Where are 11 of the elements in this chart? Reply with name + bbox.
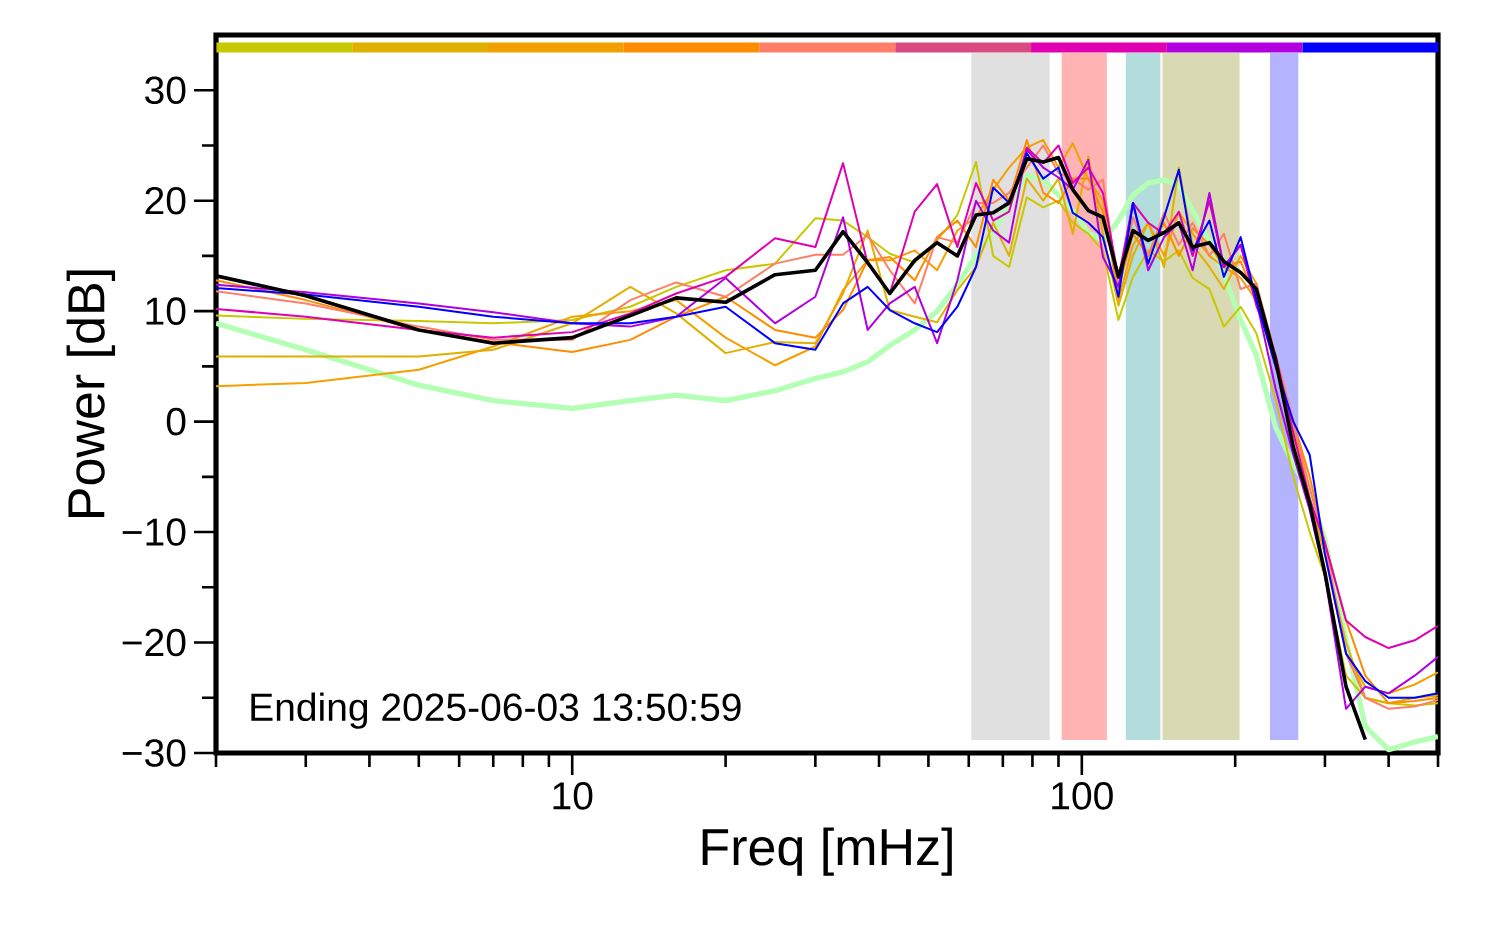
y-tick-label: −20 — [122, 628, 186, 657]
y-axis-title: Power [dB] — [66, 270, 116, 517]
y-tick-label: 20 — [145, 186, 186, 215]
y-tick-label: 10 — [146, 297, 186, 325]
x-axis-title: Freq [mHz] — [702, 827, 952, 876]
y-tick-label: 30 — [145, 76, 186, 105]
x-tick-label: 100 — [1052, 782, 1113, 810]
y-tick-label: −30 — [122, 739, 186, 767]
y-tick-label: 0 — [166, 407, 186, 436]
annotation: Ending 2025-06-03 13:50:59 — [251, 692, 741, 729]
y-tick-label: −10 — [122, 518, 186, 546]
